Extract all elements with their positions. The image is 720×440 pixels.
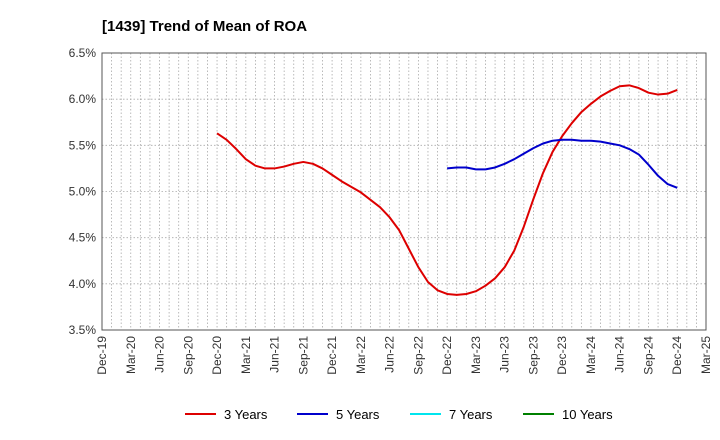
y-tick-label: 6.5% — [69, 46, 97, 60]
y-tick-label: 4.0% — [69, 277, 97, 291]
legend-label-5-years: 5 Years — [336, 407, 380, 422]
x-tick-label: Dec-19 — [95, 336, 109, 375]
grid — [102, 53, 706, 330]
x-tick-label: Jun-22 — [383, 336, 397, 373]
x-tick-label: Sep-23 — [526, 336, 540, 375]
y-tick-label: 3.5% — [69, 323, 97, 337]
series-line-5-years — [447, 138, 678, 189]
legend-label-10-years: 10 Years — [562, 407, 613, 422]
y-tick-label: 5.5% — [69, 138, 97, 152]
x-tick-label: Jun-23 — [498, 336, 512, 373]
x-tick-label: Jun-24 — [613, 336, 627, 373]
plot-area — [101, 52, 707, 331]
y-tick-label: 6.0% — [69, 92, 97, 106]
y-tick-label: 5.0% — [69, 185, 97, 199]
series-lines — [216, 84, 678, 296]
y-tick-label: 4.5% — [69, 231, 97, 245]
legend-label-3-years: 3 Years — [224, 407, 268, 422]
x-tick-label: Mar-23 — [469, 336, 483, 374]
x-tick-label: Mar-22 — [354, 336, 368, 374]
x-tick-label: Jun-20 — [153, 336, 167, 373]
x-tick-label: Jun-21 — [268, 336, 282, 373]
y-axis: 3.5% 4.0% 4.5% 5.0% 5.5% 6.0% 6.5% — [69, 46, 97, 337]
x-tick-label: Dec-20 — [210, 336, 224, 375]
x-tick-label: Mar-25 — [699, 336, 713, 374]
x-tick-label: Dec-24 — [670, 336, 684, 375]
x-tick-label: Mar-24 — [584, 336, 598, 374]
x-tick-label: Dec-21 — [325, 336, 339, 375]
chart-title: [1439] Trend of Mean of ROA — [102, 18, 307, 35]
legend-label-7-years: 7 Years — [449, 407, 493, 422]
x-tick-label: Sep-21 — [296, 336, 310, 375]
x-axis: Dec-19 Mar-20 Jun-20 Sep-20 Dec-20 Mar-21 Jun-… — [95, 336, 713, 375]
series-line-3-years — [216, 84, 678, 296]
x-tick-label: Sep-22 — [411, 336, 425, 375]
x-tick-label: Mar-21 — [239, 336, 253, 374]
x-tick-label: Mar-20 — [124, 336, 138, 374]
legend: 3 Years 5 Years 7 Years 10 Years — [185, 407, 613, 422]
x-tick-label: Dec-23 — [555, 336, 569, 375]
x-tick-label: Sep-24 — [641, 336, 655, 375]
x-tick-label: Sep-20 — [181, 336, 195, 375]
x-tick-label: Dec-22 — [440, 336, 454, 375]
